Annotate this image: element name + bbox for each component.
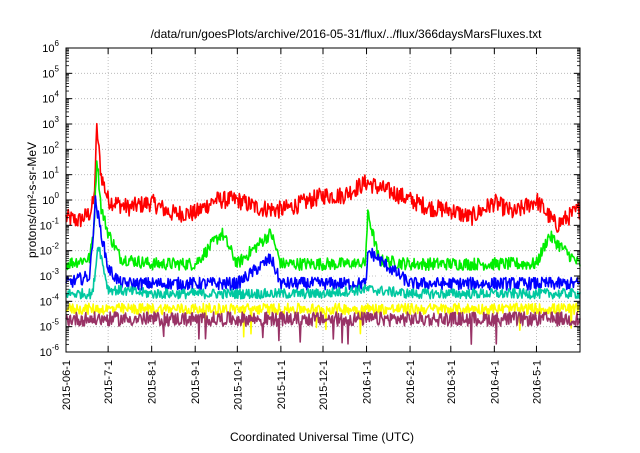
- series-line: [65, 246, 581, 300]
- y-tick-exponent: -2: [52, 242, 60, 251]
- y-tick-exponent: -4: [52, 292, 60, 301]
- series-layer: [65, 122, 581, 345]
- series-line: [65, 122, 581, 233]
- x-tick-label: 2016-4-1: [489, 360, 501, 404]
- series-line: [65, 311, 581, 345]
- y-tick-label: 10-2: [40, 242, 60, 258]
- x-tick-label: 2015-10-1: [232, 360, 244, 410]
- y-tick-label: 104: [42, 90, 59, 106]
- y-tick-exponent: -3: [52, 267, 60, 276]
- x-tick-labels: 2015-06-1 2015-7-1 2015-8-1 2015-9-1 2015-10…: [61, 360, 543, 410]
- x-tick-label: 2015-11-1: [276, 360, 288, 409]
- y-tick-label: 100: [42, 191, 59, 207]
- x-tick-label: 2016-1-1: [362, 360, 374, 404]
- y-tick-labels: 10610510410310210110010-110-210-310-410-…: [40, 39, 60, 359]
- y-tick-label: 103: [42, 115, 59, 131]
- series-line: [65, 195, 581, 291]
- y-tick-exponent: 4: [55, 90, 60, 99]
- y-tick-label: 10-6: [40, 343, 60, 359]
- y-tick-exponent: -1: [52, 216, 60, 225]
- y-tick-exponent: 2: [55, 140, 60, 149]
- x-tick-label: 2016-2-1: [405, 360, 417, 404]
- x-tick-label: 2015-8-1: [147, 360, 159, 404]
- y-tick-exponent: -6: [52, 343, 60, 352]
- series-line: [65, 220, 581, 283]
- y-tick-exponent: 3: [55, 115, 60, 124]
- y-axis-label: protons/cm²-s-sr-MeV: [25, 142, 39, 258]
- x-tick-label: 2015-06-1: [61, 360, 73, 410]
- y-tick-exponent: 5: [55, 64, 60, 73]
- series-line: [65, 302, 581, 338]
- y-tick-exponent: 0: [55, 191, 60, 200]
- y-tick-label: 101: [42, 166, 59, 182]
- chart-title: /data/run/goesPlots/archive/2016-05-31/f…: [151, 27, 543, 41]
- y-tick-label: 106: [42, 39, 59, 55]
- x-axis-label: Coordinated Universal Time (UTC): [230, 430, 414, 444]
- y-tick-exponent: 1: [55, 166, 60, 175]
- y-tick-label: 10-1: [40, 216, 60, 232]
- y-tick-label: 105: [42, 64, 59, 80]
- y-tick-label: 10-4: [40, 292, 60, 308]
- x-tick-label: 2015-12-1: [318, 360, 330, 410]
- x-tick-label: 2016-3-1: [446, 360, 458, 404]
- y-tick-exponent: -5: [52, 318, 60, 327]
- series-line: [65, 160, 581, 271]
- plot-border: [65, 47, 581, 353]
- x-tick-label: 2015-7-1: [103, 360, 115, 404]
- y-tick-label: 10-3: [40, 267, 60, 283]
- y-tick-exponent: 6: [55, 39, 60, 48]
- x-tick-label: 2016-5-1: [531, 360, 543, 404]
- x-tick-label: 2015-9-1: [190, 360, 202, 404]
- y-tick-label: 10-5: [40, 318, 60, 334]
- y-tick-label: 102: [42, 140, 59, 156]
- axes: [65, 47, 581, 353]
